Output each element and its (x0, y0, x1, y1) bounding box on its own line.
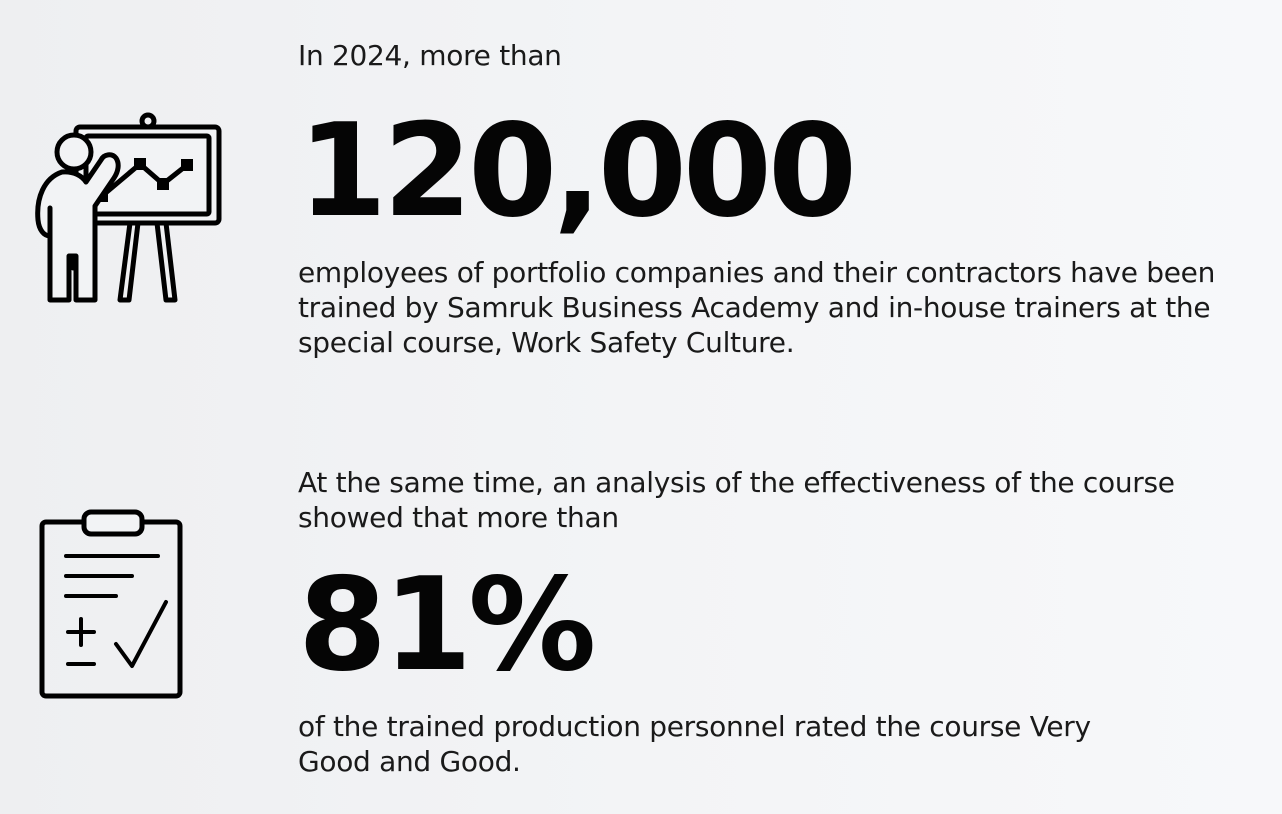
training-description-text: employees of portfolio companies and the… (298, 256, 1216, 359)
presentation-board-icon (30, 108, 230, 313)
rating-percentage-number: 81% (298, 551, 596, 700)
effectiveness-intro-text: At the same time, an analysis of the eff… (298, 466, 1175, 534)
rating-description-text: of the trained production personnel rate… (298, 710, 1091, 778)
training-intro-text: In 2024, more than (298, 39, 562, 72)
clipboard-checklist-icon (36, 506, 188, 706)
trained-employees-number: 120,000 (298, 97, 857, 246)
